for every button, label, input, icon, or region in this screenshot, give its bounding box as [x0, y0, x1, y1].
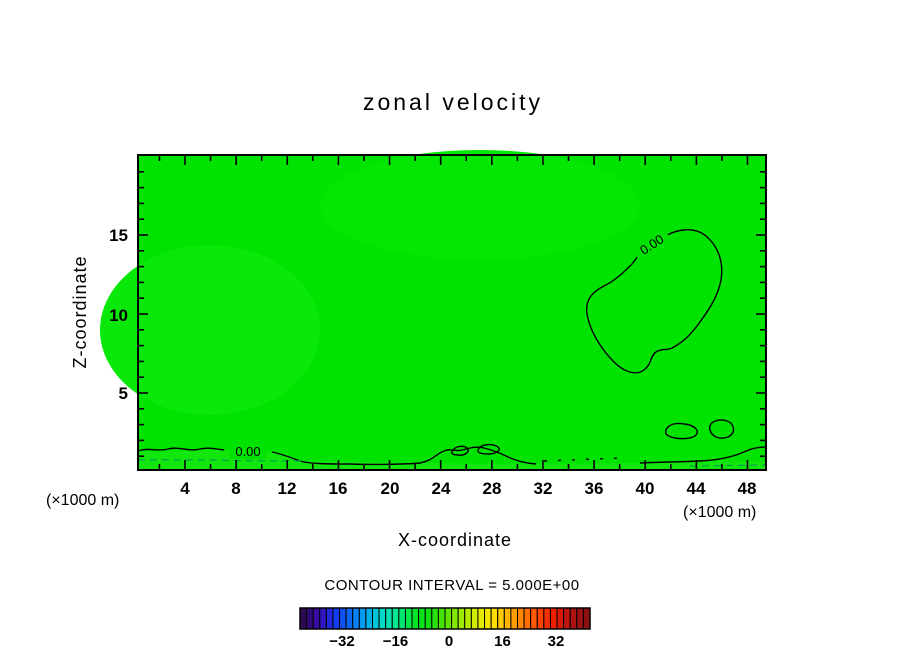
colorbar-cell [497, 607, 505, 630]
colorbar [299, 607, 591, 630]
colorbar-cell [517, 607, 525, 630]
x-tick-label: 36 [585, 479, 604, 498]
x-axis-tick-labels: 4 8 12 16 20 24 28 32 36 40 44 48 [180, 479, 756, 498]
colorbar-cell [431, 607, 439, 630]
colorbar-cell [358, 607, 367, 630]
contour-label-mask [230, 444, 266, 459]
colorbar-cell [464, 607, 472, 630]
y-tick-label: 15 [109, 226, 128, 245]
colorbar-cell [332, 607, 341, 630]
colorbar-cell [457, 607, 466, 630]
colorbar-cell [549, 607, 558, 630]
colorbar-cell [510, 607, 519, 630]
colorbar-border [299, 607, 591, 630]
colorbar-cell [530, 607, 538, 630]
field-shade-patch [100, 245, 320, 415]
y-axis-tick-labels: 15 10 5 [109, 226, 128, 403]
x-tick-label: 8 [231, 479, 240, 498]
colorbar-cell [576, 607, 584, 630]
contour-label-surface: 0.00 [235, 444, 260, 459]
colorbar-cell [398, 607, 406, 630]
x-tick-label: 40 [636, 479, 655, 498]
colorbar-cell [372, 607, 380, 630]
x-tick-label: 24 [432, 479, 451, 498]
contour-interval-label: CONTOUR INTERVAL = 5.000E+00 [324, 577, 579, 594]
contour-label-surface-group: 0.00 [230, 444, 266, 459]
x-tick-label: 28 [483, 479, 502, 498]
colorbar-cell [563, 607, 571, 630]
colorbar-cell [339, 607, 347, 630]
colorbar-cell [385, 607, 393, 630]
y-tick-label: 10 [109, 306, 128, 325]
colorbar-cell [378, 607, 387, 630]
colorbar-cell [411, 607, 420, 630]
zero-contour-surface-mid [271, 446, 537, 466]
x-tick-label: 32 [534, 479, 553, 498]
y-axis-label: Z-coordinate [70, 255, 90, 368]
colorbar-cell [404, 607, 413, 630]
colorbar-cell [477, 607, 486, 630]
colorbar-cell [543, 607, 551, 630]
field-shade-patch [320, 150, 640, 260]
negative-contour-dashed-left [137, 459, 306, 462]
colorbar-cell [319, 607, 327, 630]
colorbar-cell [418, 607, 426, 630]
colorbar-cell [365, 607, 374, 630]
colorbar-cell [345, 607, 354, 630]
colorbar-cell [424, 607, 433, 630]
colorbar-label: −16 [383, 633, 408, 650]
zero-contour-right-loop-a [665, 422, 698, 440]
plot-title: zonal velocity [363, 89, 543, 115]
colorbar-cell [325, 607, 334, 630]
y-axis-unit: (×1000 m) [46, 492, 119, 509]
colorbar-cell [582, 607, 591, 630]
zero-contour-blob [585, 229, 723, 374]
x-axis-unit: (×1000 m) [683, 504, 756, 521]
x-tick-label: 20 [381, 479, 400, 498]
colorbar-cell [444, 607, 453, 630]
colorbar-cell [536, 607, 545, 630]
colorbar-cell [503, 607, 512, 630]
colorbar-cell [306, 607, 314, 630]
colorbar-cell [484, 607, 492, 630]
zero-contours [137, 229, 767, 467]
x-axis-label: X-coordinate [398, 530, 512, 550]
negative-contour-dashed-right [689, 464, 767, 467]
colorbar-labels: −32 −16 0 16 32 [329, 633, 564, 650]
plot-border [137, 154, 767, 471]
colorbar-cell [490, 607, 499, 630]
colorbar-cell [391, 607, 400, 630]
colorbar-cell [312, 607, 321, 630]
zero-contour-surface-left [137, 447, 225, 452]
zero-contour-loop [477, 443, 500, 455]
x-tick-label: 12 [278, 479, 297, 498]
surface-strip-fill [138, 450, 766, 470]
x-tick-label: 44 [687, 479, 706, 498]
colorbar-label: 0 [445, 633, 453, 650]
contour-label-mask [631, 227, 672, 261]
colorbar-cell [352, 607, 360, 630]
colorbar-cell [451, 607, 459, 630]
y-tick-label: 5 [119, 384, 128, 403]
colorbar-label: 16 [494, 633, 511, 650]
plot-area [100, 150, 766, 470]
colorbar-cell [470, 607, 479, 630]
colorbar-cell [437, 607, 446, 630]
x-tick-label: 48 [738, 479, 757, 498]
colorbar-label: −32 [329, 633, 354, 650]
x-tick-label: 16 [329, 479, 348, 498]
zero-contour-bottom-right [639, 446, 767, 464]
axis-ticks [139, 156, 765, 469]
colorbar-cell [299, 607, 308, 630]
colorbar-cell [523, 607, 532, 630]
zero-contour-right-loop-b [709, 419, 735, 439]
zero-contour-loop [451, 445, 469, 456]
colorbar-cell [569, 607, 578, 630]
colorbar-label: 32 [548, 633, 565, 650]
colorbar-cell [556, 607, 565, 630]
x-tick-label: 4 [180, 479, 190, 498]
